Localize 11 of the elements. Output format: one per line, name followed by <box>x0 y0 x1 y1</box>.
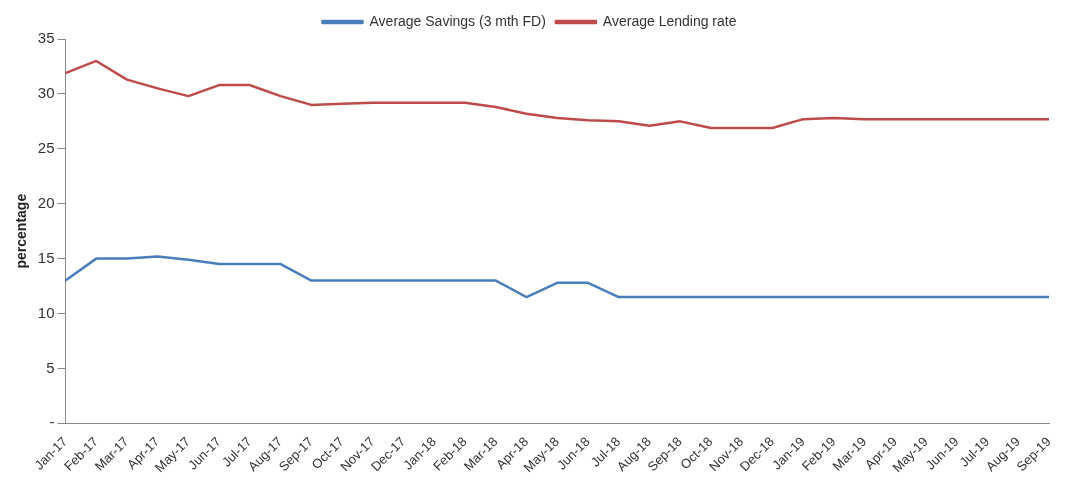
y-tick-label: - <box>49 413 55 431</box>
y-tick-label: 10 <box>37 303 55 321</box>
y-tick-label: 5 <box>46 358 55 376</box>
y-tick-label: 15 <box>37 248 55 266</box>
y-tick-label: 20 <box>37 193 55 211</box>
y-axis-title: percentage <box>13 193 30 269</box>
legend-label: Average Lending rate <box>602 12 737 29</box>
y-tick-label: 35 <box>37 29 55 47</box>
y-tick-label: 25 <box>37 138 55 156</box>
y-tick-label: 30 <box>37 84 55 102</box>
legend-label: Average Savings (3 mth FD) <box>369 12 546 29</box>
